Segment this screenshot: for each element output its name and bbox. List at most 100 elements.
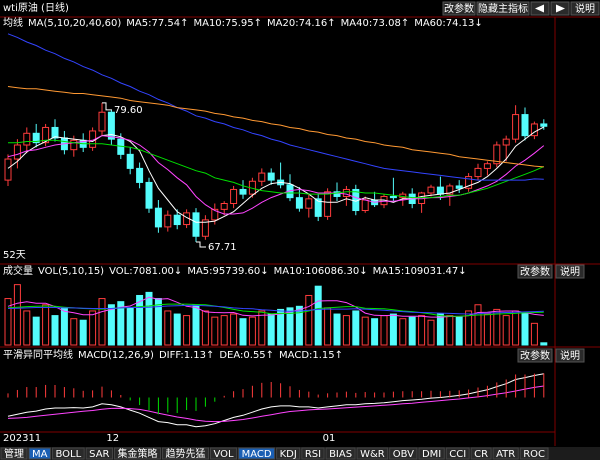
legend-label: MACD(12,26,9) [78, 350, 154, 361]
volume-bar [248, 316, 256, 346]
volume-bar [465, 310, 473, 346]
candle-body [465, 176, 473, 189]
tab[interactable] [162, 447, 209, 460]
volume-bar [267, 313, 275, 346]
tab[interactable] [470, 447, 492, 460]
candle-body [136, 167, 144, 183]
volume-bar [98, 298, 106, 346]
tab-label[interactable]: RSI [305, 449, 321, 460]
button-label[interactable]: 改参数 [520, 349, 550, 362]
volume-bar [295, 305, 303, 346]
button-label[interactable]: 改参数 [520, 265, 550, 278]
volume-bar [333, 313, 341, 346]
candle-body [32, 132, 40, 144]
x-tick-label: 01 [323, 433, 336, 444]
tab[interactable] [519, 447, 549, 460]
tab-label[interactable]: SAR [89, 449, 109, 460]
tab-label[interactable]: MACD [242, 449, 272, 460]
tab[interactable] [276, 447, 301, 460]
tab[interactable] [238, 447, 276, 460]
legend-label: 成交量 [3, 264, 33, 277]
candle-body [314, 198, 322, 217]
tab[interactable] [51, 447, 85, 460]
annotation-leader [102, 102, 112, 111]
legend-label: MA20:74.16↑ [267, 18, 336, 29]
button[interactable] [476, 1, 530, 16]
volume-ma-line [7, 304, 544, 315]
tab[interactable] [28, 447, 51, 460]
button[interactable] [555, 348, 585, 363]
tab-label[interactable]: 趋势先猛 [166, 447, 206, 460]
tab[interactable] [0, 447, 28, 460]
volume-bar [483, 313, 491, 346]
candle-body [70, 139, 78, 151]
candle-body [98, 111, 106, 132]
button-label[interactable]: 说明 [575, 2, 595, 15]
volume-bar [42, 304, 50, 346]
candle-body [474, 167, 482, 178]
tab[interactable] [301, 447, 325, 460]
tab-label[interactable]: ATR [496, 449, 515, 460]
button[interactable] [442, 1, 476, 16]
button[interactable] [555, 264, 585, 279]
tab[interactable] [445, 447, 470, 460]
tab-label[interactable]: ROC [523, 449, 545, 460]
candle-body [201, 219, 209, 237]
button-label[interactable]: 改参数 [444, 2, 474, 15]
volume-bar [521, 312, 529, 346]
candle-body [436, 186, 444, 195]
button[interactable] [570, 1, 600, 16]
arrow-right-icon [556, 4, 565, 13]
ma-line [8, 139, 545, 199]
button[interactable] [517, 264, 553, 279]
candle-body [107, 111, 115, 140]
candle-body [192, 212, 200, 237]
volume-bar [154, 298, 162, 346]
volume-bar [427, 319, 435, 346]
candle-body [446, 185, 454, 195]
button-label[interactable]: 说明 [560, 265, 580, 278]
volume-bar [89, 310, 97, 346]
tab[interactable] [210, 447, 238, 460]
tab[interactable] [325, 447, 356, 460]
tab-label[interactable]: DMI [422, 449, 441, 460]
candle-body [164, 214, 172, 228]
tab-label[interactable]: BIAS [329, 449, 352, 460]
annotation-label: 79.60 [114, 105, 143, 116]
volume-bar [126, 307, 134, 346]
tab-label[interactable]: VOL [214, 449, 235, 460]
tab-label[interactable]: W&R [360, 449, 385, 460]
button-label[interactable]: 隐藏主指标 [478, 2, 528, 15]
legend-label: 平滑异同平均线 [3, 348, 73, 361]
volume-bar [540, 342, 548, 346]
tab-label[interactable]: KDJ [280, 449, 297, 460]
tab[interactable] [492, 447, 519, 460]
tab[interactable] [418, 447, 445, 460]
tab[interactable] [356, 447, 389, 460]
button-label[interactable]: 说明 [560, 349, 580, 362]
tab[interactable] [85, 447, 113, 460]
candle-body [530, 123, 538, 137]
candle-body [4, 158, 12, 181]
tab-label[interactable]: CR [474, 449, 488, 460]
candle-body [502, 138, 510, 146]
tab-label[interactable]: CCI [449, 449, 466, 460]
volume-bar [389, 313, 397, 346]
button[interactable] [517, 348, 553, 363]
legend-label: DEA:0.55↑ [219, 350, 274, 361]
tab-label[interactable]: MA [32, 449, 48, 460]
candle-body [512, 114, 520, 140]
tab-label[interactable]: 集金策略 [118, 447, 158, 460]
tab-label[interactable]: OBV [393, 449, 414, 460]
volume-bar [79, 319, 87, 346]
volume-bar [493, 308, 501, 346]
x-tick-label: 202311 [3, 433, 41, 444]
legend-label: VOL(5,10,15) [38, 266, 104, 277]
tab[interactable] [389, 447, 418, 460]
candle-body [42, 126, 50, 144]
volume-bar [258, 310, 266, 346]
tab-label[interactable]: BOLL [55, 449, 81, 460]
candle-body [427, 186, 435, 194]
tab[interactable] [114, 447, 161, 460]
tab-label[interactable]: 管理 [4, 447, 24, 460]
